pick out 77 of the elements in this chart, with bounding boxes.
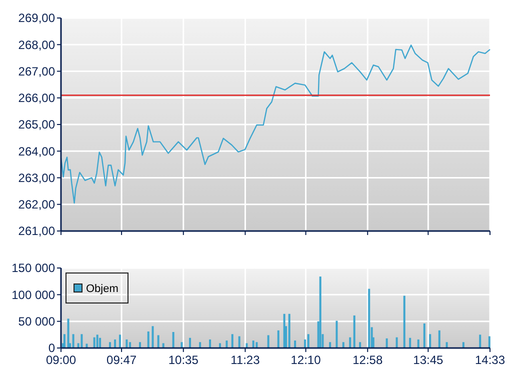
x-tick-label: 13:45: [413, 353, 444, 367]
bar: [63, 334, 66, 348]
bar: [157, 335, 160, 348]
y-tick-label: 100 000: [12, 288, 56, 302]
x-tick-label: 11:23: [230, 353, 260, 367]
bar: [307, 334, 310, 348]
bar: [368, 288, 370, 348]
bar: [349, 337, 352, 348]
x-tick-label: 09:00: [46, 353, 76, 367]
bar: [86, 344, 88, 348]
y-tick-label: 150 000: [12, 261, 56, 276]
bar: [462, 342, 464, 348]
bar: [199, 342, 202, 348]
y-tick-label: 267,00: [18, 64, 56, 78]
bar: [429, 334, 432, 348]
bar: [386, 338, 388, 348]
bar: [118, 334, 121, 348]
y-tick-label: 264,00: [18, 144, 56, 158]
y-tick-label: 262,00: [18, 198, 56, 212]
x-tick-label: 12:58: [352, 353, 383, 367]
y-tick-label: 263,00: [18, 170, 56, 185]
bar: [238, 336, 240, 348]
bar: [226, 340, 228, 348]
bar: [246, 343, 248, 348]
y-tick-label: 261,00: [18, 224, 56, 238]
bar: [109, 342, 112, 348]
bar: [93, 337, 96, 348]
bar: [267, 335, 270, 348]
bar: [72, 334, 74, 348]
bar: [479, 334, 482, 348]
bar: [353, 315, 356, 348]
bar: [99, 338, 102, 348]
bar: [219, 343, 221, 348]
bar: [396, 337, 398, 348]
x-tick-label: 12:10: [290, 353, 322, 367]
bar: [172, 332, 174, 348]
bar: [417, 339, 420, 348]
bar: [80, 334, 83, 348]
bar: [67, 318, 70, 348]
bar: [319, 276, 322, 348]
bar: [277, 330, 280, 348]
y-tick-label: 50 000: [18, 314, 56, 329]
bar: [189, 338, 192, 348]
y-tick-label: 269,00: [18, 11, 56, 26]
bar: [147, 331, 150, 348]
bar: [336, 320, 338, 348]
bar: [231, 334, 234, 348]
bar: [359, 342, 362, 348]
legend-label: Objem: [86, 283, 118, 295]
bar: [403, 296, 406, 348]
bar: [438, 330, 440, 348]
x-tick-label: 09:47: [106, 353, 137, 367]
bar: [488, 336, 490, 348]
bar: [152, 326, 154, 348]
bar: [114, 339, 116, 348]
bar: [288, 314, 290, 348]
bar: [446, 342, 448, 348]
y-tick-label: 268,00: [18, 38, 56, 52]
bar: [209, 339, 212, 348]
bar: [409, 338, 412, 348]
bar: [329, 342, 332, 348]
x-tick-label: 14:33: [474, 353, 506, 367]
y-tick-label: 266,00: [18, 91, 56, 106]
bar: [96, 334, 98, 348]
bar: [252, 340, 254, 348]
bar: [129, 342, 132, 348]
bar: [139, 342, 141, 348]
x-tick-label: 10:35: [168, 353, 199, 367]
bar: [294, 340, 296, 348]
y-tick-label: 265,00: [18, 118, 56, 132]
bar: [423, 323, 426, 348]
bar: [180, 342, 183, 348]
line-series: [60, 44, 491, 204]
bar: [342, 342, 344, 348]
bar: [126, 339, 128, 348]
bar: [162, 343, 164, 348]
y-tick-label: 0: [48, 341, 56, 356]
